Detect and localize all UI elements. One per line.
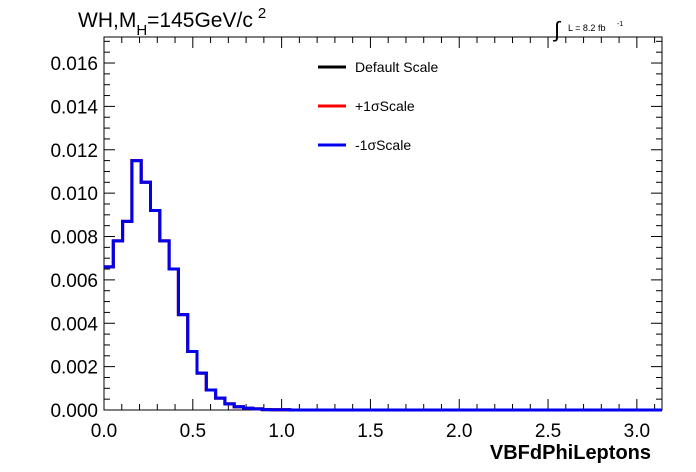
lumi-text: L = 8.2 fb bbox=[568, 23, 605, 33]
y-axis: 0.000 0.002 0.004 0.006 0.008 0.010 0.012 0.014… bbox=[50, 40, 662, 422]
x-tick-label: 2.5 bbox=[535, 421, 561, 442]
y-tick-label: 0.004 bbox=[50, 314, 98, 335]
series-line-2 bbox=[104, 159, 662, 412]
x-axis: 0.0 0.5 1.0 1.5 2.0 2.5 3.0 bbox=[91, 37, 656, 442]
series-line-3 bbox=[104, 159, 662, 412]
legend-label-3: -1σScale bbox=[355, 137, 411, 153]
title-sup: 2 bbox=[258, 5, 266, 22]
x-tick-label: 0.5 bbox=[180, 421, 206, 442]
x-tick-label: 1.5 bbox=[357, 421, 383, 442]
x-tick-label: 3.0 bbox=[624, 421, 650, 442]
legend-label-2: +1σScale bbox=[355, 98, 415, 114]
y-tick-label: 0.000 bbox=[50, 401, 98, 422]
chart-title: WH,MH=145GeV/c 2 bbox=[78, 5, 266, 39]
legend: Default Scale +1σScale -1σScale bbox=[318, 59, 438, 153]
lumi-exponent: -1 bbox=[617, 21, 623, 28]
y-tick-label: 0.014 bbox=[50, 97, 98, 118]
x-tick-label: 2.0 bbox=[446, 421, 472, 442]
x-axis-label: VBFdPhiLeptons bbox=[490, 442, 651, 464]
title-mid: =145GeV/c bbox=[147, 9, 253, 32]
series-line-1 bbox=[104, 159, 662, 412]
x-tick-label: 1.0 bbox=[268, 421, 294, 442]
y-tick-label: 0.016 bbox=[50, 54, 98, 75]
y-tick-label: 0.002 bbox=[50, 358, 98, 379]
y-tick-label: 0.010 bbox=[50, 184, 98, 205]
y-tick-label: 0.006 bbox=[50, 271, 98, 292]
title-sub: H bbox=[136, 22, 147, 39]
series-group bbox=[104, 159, 662, 412]
lumi-label: ∫ L = 8.2 fb -1 bbox=[552, 17, 623, 42]
integral-sign: ∫ bbox=[552, 17, 562, 42]
plot-frame bbox=[103, 36, 663, 411]
y-tick-label: 0.008 bbox=[50, 228, 98, 249]
legend-label-1: Default Scale bbox=[355, 59, 438, 75]
y-tick-label: 0.012 bbox=[50, 141, 98, 162]
x-tick-label: 0.0 bbox=[91, 421, 117, 442]
title-pre: WH,M bbox=[78, 9, 136, 32]
